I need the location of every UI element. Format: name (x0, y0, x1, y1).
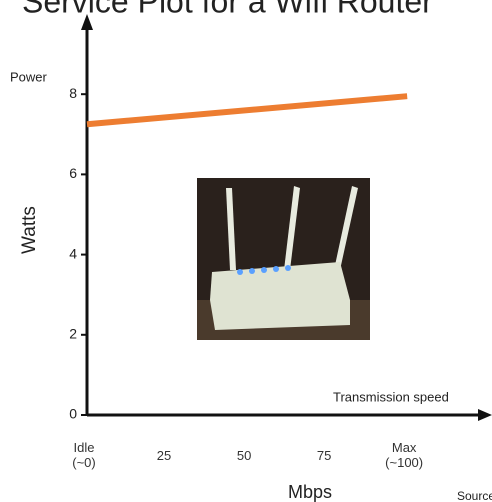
y-tick-label: 0 (69, 406, 77, 422)
x-tick-label: Max (~100) (385, 440, 424, 470)
y-label-top: Power (10, 69, 48, 84)
x-tick-label: 75 (316, 448, 332, 463)
x-tick-label: 50 (236, 448, 252, 463)
line (86, 93, 408, 128)
y-axis-title: Watts (19, 206, 40, 254)
x-label-right: Transmission speed (333, 389, 449, 404)
x-axis-title: Mbps (288, 482, 332, 502)
chart-title: Service Plot for a Wifi Router (22, 0, 433, 19)
y-tick-label: 6 (69, 165, 77, 181)
x-axis-arrow (478, 409, 492, 421)
y-tick-label: 4 (69, 245, 77, 261)
x-tick-label: 25 (156, 448, 172, 463)
y-axis-arrow (81, 14, 93, 30)
source: Source (457, 489, 492, 502)
y-tick-label: 8 (69, 85, 77, 101)
router-photo (197, 178, 370, 340)
y-tick-label: 2 (69, 326, 77, 342)
x-tick-label: Idle (~0) (72, 440, 96, 470)
